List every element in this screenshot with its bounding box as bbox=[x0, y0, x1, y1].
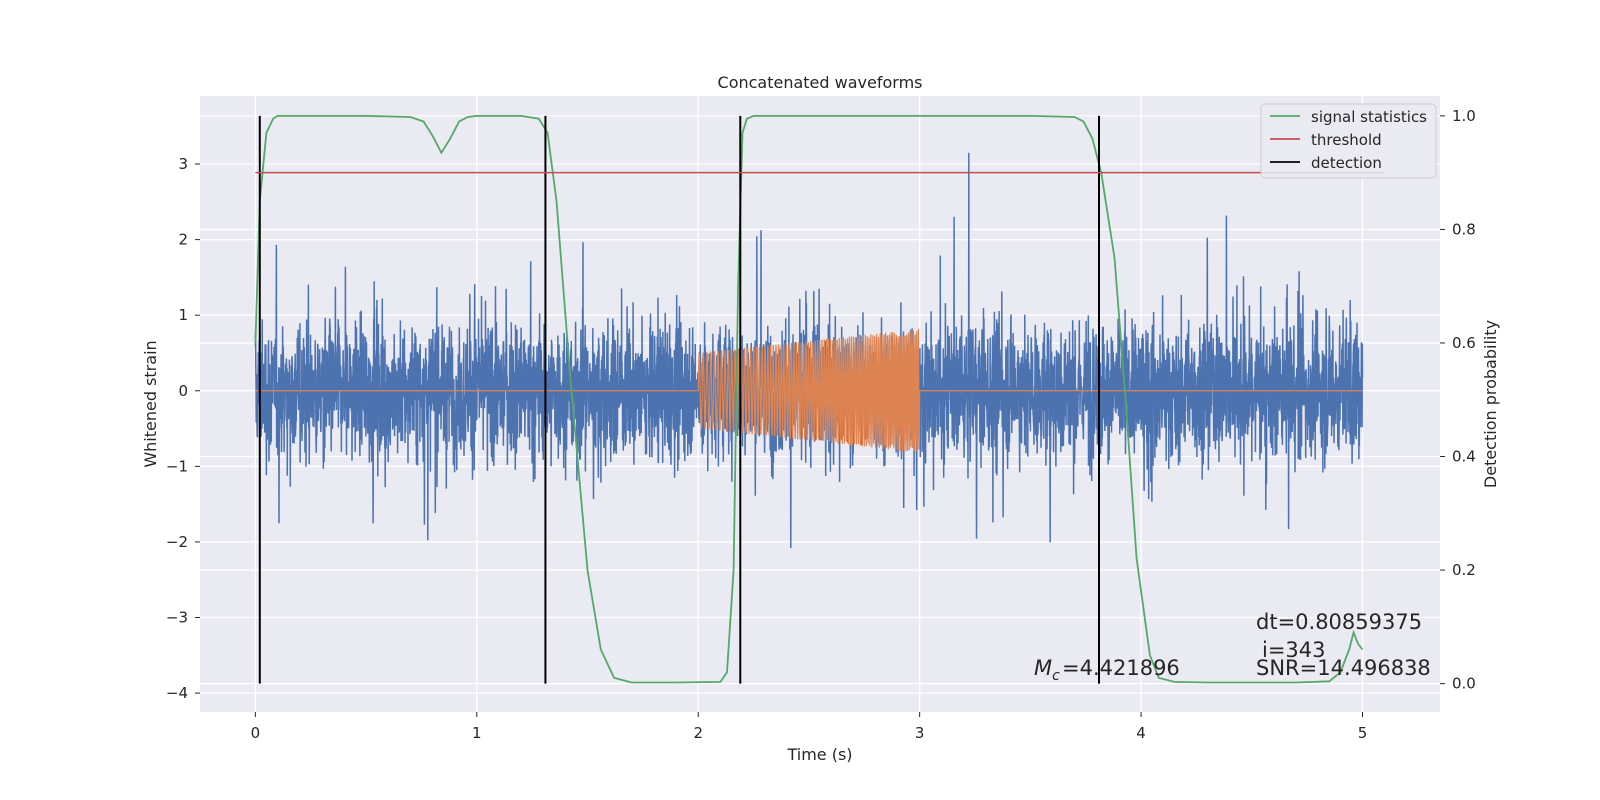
grid bbox=[200, 96, 1440, 712]
dt-annotation: dt=0.80859375 bbox=[1256, 610, 1422, 634]
y2-tick-label: 0.2 bbox=[1452, 561, 1476, 579]
y-tick-label: −4 bbox=[166, 684, 188, 702]
y-tick-label: 1 bbox=[178, 306, 188, 324]
mc-value: =4.421896 bbox=[1062, 656, 1180, 680]
legend-label-signal-statistics: signal statistics bbox=[1311, 108, 1427, 126]
chirp-waveform-series bbox=[255, 328, 1363, 453]
index-annotation: i=343 bbox=[1262, 638, 1326, 662]
y-axis-label: Whitened strain bbox=[141, 340, 160, 467]
y2-tick-label: 0.8 bbox=[1452, 220, 1476, 238]
mc-annotation: Mc =4.421896 bbox=[1034, 656, 1180, 684]
y2-axis-ticks: 0.0 0.2 0.4 0.6 0.8 1.0 bbox=[1440, 107, 1476, 693]
x-tick-label: 5 bbox=[1358, 724, 1368, 742]
y2-tick-label: 0.0 bbox=[1452, 675, 1476, 693]
y2-tick-label: 1.0 bbox=[1452, 107, 1476, 125]
chart-title: Concatenated waveforms bbox=[718, 73, 923, 92]
x-tick-label: 0 bbox=[251, 724, 261, 742]
y2-axis-label: Detection probability bbox=[1481, 320, 1500, 488]
x-tick-label: 1 bbox=[472, 724, 482, 742]
detection-lines bbox=[258, 115, 1100, 684]
signal-statistics-series bbox=[254, 115, 1364, 684]
legend-label-detection: detection bbox=[1311, 154, 1382, 172]
y-tick-label: −2 bbox=[166, 533, 188, 551]
x-tick-label: 4 bbox=[1136, 724, 1146, 742]
legend-box bbox=[1260, 103, 1437, 179]
y-tick-label: 2 bbox=[178, 231, 188, 249]
x-axis-ticks: 0 1 2 3 4 5 bbox=[251, 712, 1368, 742]
snr-annotation: SNR=14.496838 bbox=[1256, 656, 1431, 680]
legend-label-threshold: threshold bbox=[1311, 131, 1382, 149]
x-tick-label: 2 bbox=[693, 724, 703, 742]
x-axis-label: Time (s) bbox=[786, 745, 852, 764]
y-tick-label: −3 bbox=[166, 609, 188, 627]
legend: signal statistics threshold detection bbox=[1260, 103, 1437, 179]
y-tick-label: 0 bbox=[178, 382, 188, 400]
y-tick-label: −1 bbox=[166, 457, 188, 475]
y-tick-label: 3 bbox=[178, 155, 188, 173]
y2-tick-label: 0.6 bbox=[1452, 334, 1476, 352]
x-tick-label: 3 bbox=[915, 724, 925, 742]
y2-tick-label: 0.4 bbox=[1452, 448, 1476, 466]
y-axis-ticks: −4 −3 −2 −1 0 1 2 3 bbox=[166, 155, 200, 702]
series-layer bbox=[254, 115, 1364, 684]
